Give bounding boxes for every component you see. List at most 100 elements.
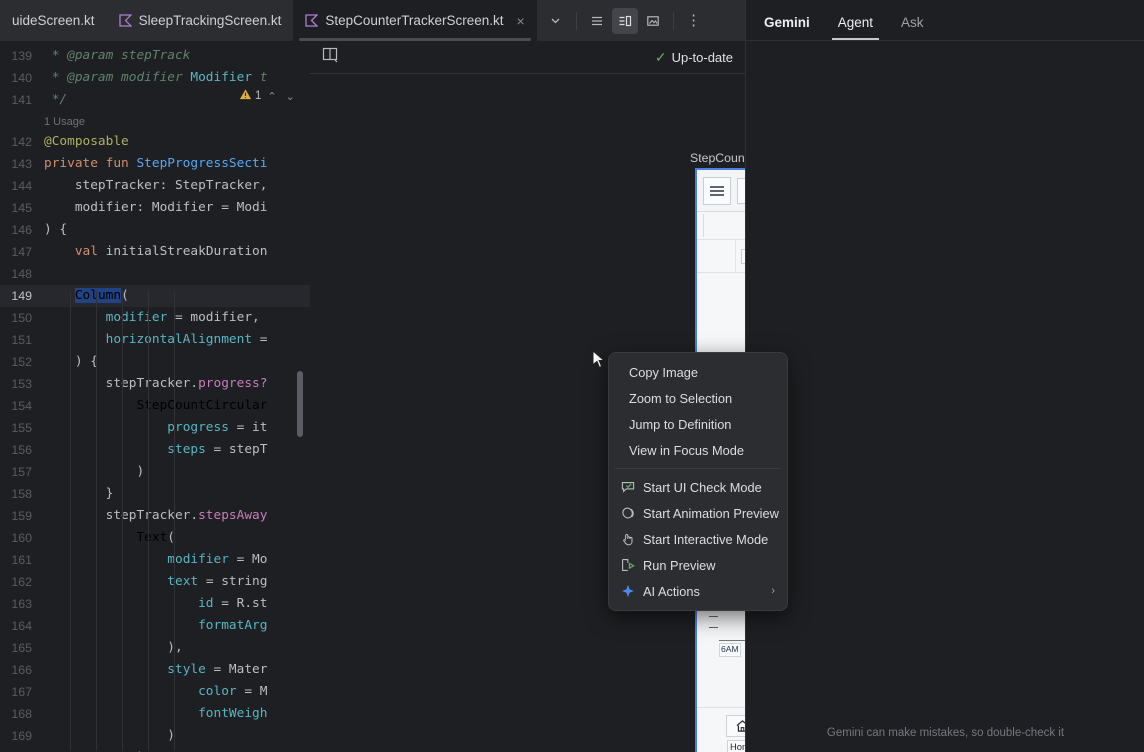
code-text: * @param stepTrack [44,48,191,63]
preview-status: ✓ Up-to-date [655,49,733,66]
code-line: 140 * @param modifier Modifier t [0,67,310,89]
close-icon[interactable]: × [516,12,525,29]
chart-y-tick [709,627,718,628]
menu-item-ai-actions[interactable]: AI Actions › [609,578,787,604]
menu-item-start-animation-preview[interactable]: Start Animation Preview [609,500,787,526]
menu-item-copy-image[interactable]: Copy Image [609,359,787,385]
code-area[interactable]: 139 * @param stepTrack 140 * @param modif… [0,41,310,752]
editor-tab-0[interactable]: uideScreen.kt [0,0,107,41]
line-number: 143 [11,157,32,171]
editor-tab-bar: uideScreen.kt SleepTrackingScreen.kt Ste… [0,0,745,41]
hand-pointer-icon [621,532,635,546]
ai-sparkle-icon [621,584,635,598]
menu-item-label: Run Preview [643,557,716,573]
line-number: 169 [11,729,32,743]
tab-ask[interactable]: Ask [901,15,924,30]
code-text: Column( [74,288,129,303]
code-text: horizontalAlignment = [105,332,268,347]
menu-item-start-ui-check-mode[interactable]: Start UI Check Mode [609,474,787,500]
menu-separator [615,468,781,469]
mouse-cursor [592,349,606,375]
design-view-icon[interactable] [640,8,666,34]
code-text: 1 Usage [44,116,85,128]
menu-item-jump-to-definition[interactable]: Jump to Definition [609,411,787,437]
code-text: @Composable [44,134,129,149]
split-layout-icon[interactable] [322,46,339,68]
code-usage-hint: 1 Usage [0,111,310,133]
code-editor[interactable]: 139 * @param stepTrack 140 * @param modif… [0,41,310,752]
kotlin-file-icon [305,14,319,27]
indent-guide [174,291,175,751]
tab-label: SleepTrackingScreen.kt [138,13,282,28]
line-number: 151 [11,333,32,347]
menu-item-run-preview[interactable]: Run Preview [609,552,787,578]
code-line: 144 stepTracker: StepTracker, [0,175,310,197]
editor-tab-1[interactable]: SleepTrackingScreen.kt [107,0,294,41]
code-line: 141 */ [0,89,310,111]
line-number: 156 [11,443,32,457]
indent-guide [70,291,71,751]
line-number: 146 [11,223,32,237]
code-text: color = M [198,684,268,699]
code-text: fontWeigh [198,706,268,721]
code-line: 167 color = M [0,681,310,703]
line-number: 148 [11,267,32,281]
editor-scrollbar[interactable] [297,371,303,437]
divider [575,11,577,30]
code-line: 168 fontWeigh [0,703,310,725]
code-text: Text( [136,530,175,545]
menu-item-label: Copy Image [629,364,698,380]
list-view-icon[interactable] [584,8,610,34]
menu-item-start-interactive-mode[interactable]: Start Interactive Mode [609,526,787,552]
code-text: ) { [74,354,98,369]
tab-gemini[interactable]: Gemini [764,15,810,30]
menu-item-view-in-focus-mode[interactable]: View in Focus Mode [609,437,787,463]
line-number: 158 [11,487,32,501]
hamburger-menu-icon[interactable] [703,176,731,205]
code-line: 156 steps = stepT [0,439,310,461]
tab-label: uideScreen.kt [12,13,95,28]
code-text: StepCountCircular [136,398,268,413]
gemini-panel: Gemini Agent Ask Hello, paris What can I… [745,0,1144,752]
gemini-disclaimer: Gemini can make mistakes, so double-chec… [826,727,1065,739]
split-view-icon[interactable] [611,7,638,34]
divider [672,11,674,30]
editor-tab-2[interactable]: StepCounterTrackerScreen.kt × [293,0,537,41]
code-text: ) [44,464,145,479]
code-text: stepTracker.progress? [105,376,268,391]
line-number: 154 [11,399,32,413]
line-number: 160 [11,531,32,545]
line-number: 147 [11,245,32,259]
tab-agent[interactable]: Agent [824,15,887,40]
preview-status-label: Up-to-date [671,49,733,65]
line-number: 157 [11,465,32,479]
animation-icon [621,506,635,520]
code-line: 166 style = Mater [0,659,310,681]
next-warning-icon[interactable]: ⌄ [285,90,295,103]
code-text: private fun StepProgressSecti [44,156,268,171]
code-line: 159 stepTracker.stepsAway [0,505,310,527]
line-number: 164 [11,619,32,633]
code-line: 147 val initialStreakDuration [0,241,310,263]
menu-item-zoom-to-selection[interactable]: Zoom to Selection [609,385,787,411]
line-number: 155 [11,421,32,435]
more-options-icon[interactable]: ⋮ [686,11,702,29]
chevron-down-icon[interactable] [543,8,569,34]
code-line: 165 ), [0,637,310,659]
code-text: ) [44,747,144,752]
line-number: 163 [11,597,32,611]
inspection-warning-badge[interactable]: 1 ⌃ ⌄ [236,87,301,105]
indent-guide [122,291,123,751]
code-line: 163 id = R.st [0,593,310,615]
prev-warning-icon[interactable]: ⌃ [267,90,277,103]
preview-context-menu: Copy Image Zoom to Selection Jump to Defin… [608,352,788,611]
code-text: */ [44,92,68,107]
gemini-tab-bar: Gemini Agent Ask [746,0,1144,41]
line-number: 166 [11,663,32,677]
code-line: 150 modifier = modifier, [0,307,310,329]
code-line: 154 StepCountCircular [0,395,310,417]
line-number: 152 [11,355,32,369]
code-line: 169 ) [0,725,310,747]
line-number: 142 [11,135,32,149]
line-number: 144 [11,179,32,193]
